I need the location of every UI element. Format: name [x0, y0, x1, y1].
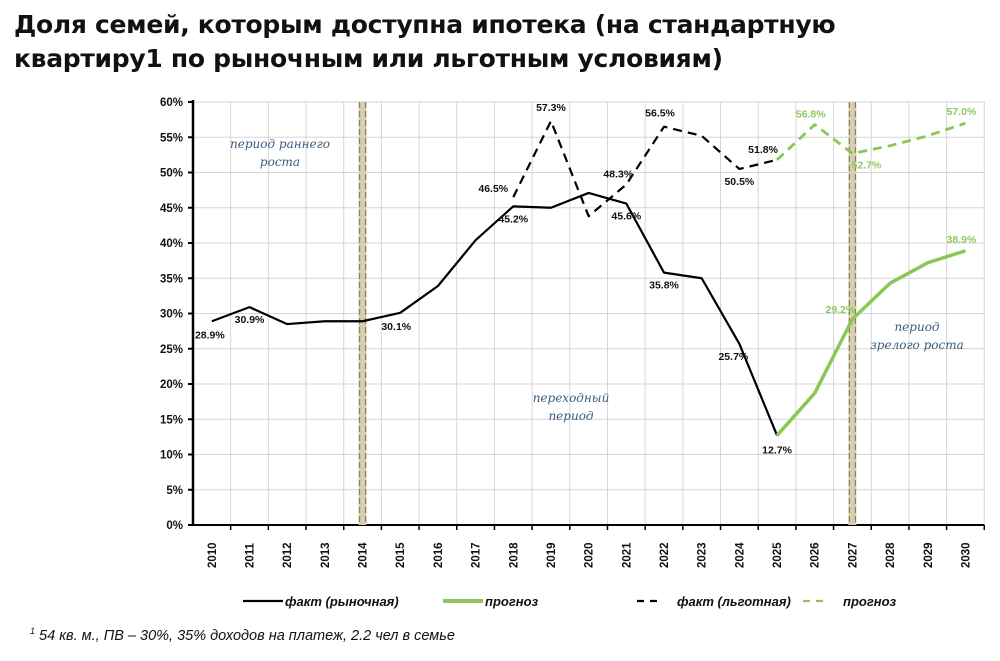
y-tick-label: 25%: [160, 344, 183, 356]
data-label: 52.7%: [852, 159, 882, 171]
data-label: 35.8%: [649, 280, 679, 292]
x-tick-label: 2024: [734, 542, 746, 568]
y-tick-label: 50%: [160, 168, 183, 180]
x-tick-label: 2019: [546, 542, 558, 568]
period-annotation: период: [894, 320, 939, 334]
data-label: 28.9%: [195, 329, 225, 341]
x-tick-label: 2015: [395, 542, 407, 568]
x-tick-label: 2020: [584, 542, 596, 568]
x-tick-label: 2016: [433, 542, 445, 568]
x-tick-label: 2029: [923, 542, 935, 568]
x-tick-label: 2013: [320, 542, 332, 568]
footnote-text: 54 кв. м., ПВ – 30%, 35% доходов на плат…: [35, 627, 455, 644]
y-tick-label: 60%: [160, 97, 183, 109]
data-label: 29.2%: [826, 304, 856, 316]
x-tick-label: 2014: [358, 542, 370, 568]
legend-label: факт (рыночная): [285, 594, 399, 609]
period-divider-band: [358, 102, 367, 525]
series-line-solid-green: [775, 249, 966, 437]
series-line-dashed-black: [512, 119, 778, 218]
x-tick-label: 2011: [245, 542, 257, 568]
x-tick-label: 2012: [282, 542, 294, 568]
x-tick-label: 2023: [697, 542, 709, 568]
x-tick-label: 2028: [885, 542, 897, 568]
data-label: 12.7%: [762, 444, 792, 456]
data-label: 46.5%: [478, 183, 508, 195]
y-tick-label: 15%: [160, 414, 183, 426]
data-label: 51.8%: [748, 144, 778, 156]
legend-label: прогноз: [843, 594, 897, 609]
footnote-marker: 1: [30, 626, 36, 636]
data-label: 25.7%: [718, 351, 748, 363]
x-tick-label: 2017: [471, 542, 483, 568]
x-tick-label: 2027: [847, 542, 859, 568]
series-line-solid-black: [211, 191, 779, 436]
x-tick-label: 2026: [810, 542, 822, 568]
period-annotation: переходный: [533, 391, 610, 405]
series-line-dashed-green: [776, 121, 966, 161]
data-label: 38.9%: [947, 234, 977, 246]
footnote: 1 54 кв. м., ПВ – 30%, 35% доходов на пл…: [30, 626, 455, 644]
x-tick-label: 2021: [621, 542, 633, 568]
data-label: 48.3%: [603, 168, 633, 180]
period-annotation: период: [548, 409, 593, 423]
data-label: 57.3%: [536, 102, 566, 114]
x-tick-label: 2030: [960, 542, 972, 568]
data-label: 45.2%: [498, 213, 528, 225]
y-tick-label: 30%: [160, 309, 183, 321]
y-tick-label: 55%: [160, 132, 183, 144]
data-label: 56.5%: [645, 108, 675, 120]
y-tick-label: 10%: [160, 450, 183, 462]
data-label: 30.9%: [235, 314, 265, 326]
data-label: 57.0%: [947, 106, 977, 118]
period-divider-band: [848, 102, 857, 525]
data-label: 56.8%: [796, 109, 826, 121]
legend-label: факт (льготная): [677, 594, 791, 609]
x-tick-label: 2022: [659, 542, 671, 568]
y-tick-label: 20%: [160, 379, 183, 391]
period-annotation: период раннего: [230, 137, 330, 151]
legend-label: прогноз: [485, 594, 539, 609]
data-label: 50.5%: [724, 176, 754, 188]
y-tick-label: 45%: [160, 203, 183, 215]
y-tick-label: 5%: [166, 485, 183, 497]
chart-title: Доля семей, которым доступна ипотека (на…: [14, 10, 836, 73]
x-tick-label: 2010: [207, 542, 219, 568]
y-tick-label: 40%: [160, 238, 183, 250]
data-label: 45.6%: [611, 211, 641, 223]
y-tick-label: 0%: [166, 520, 183, 532]
data-label: 30.1%: [381, 321, 411, 333]
period-annotation: роста: [260, 155, 300, 169]
x-tick-label: 2018: [508, 542, 520, 568]
x-tick-label: 2025: [772, 542, 784, 568]
y-tick-label: 35%: [160, 273, 183, 285]
period-annotation: зрелого роста: [870, 338, 963, 352]
